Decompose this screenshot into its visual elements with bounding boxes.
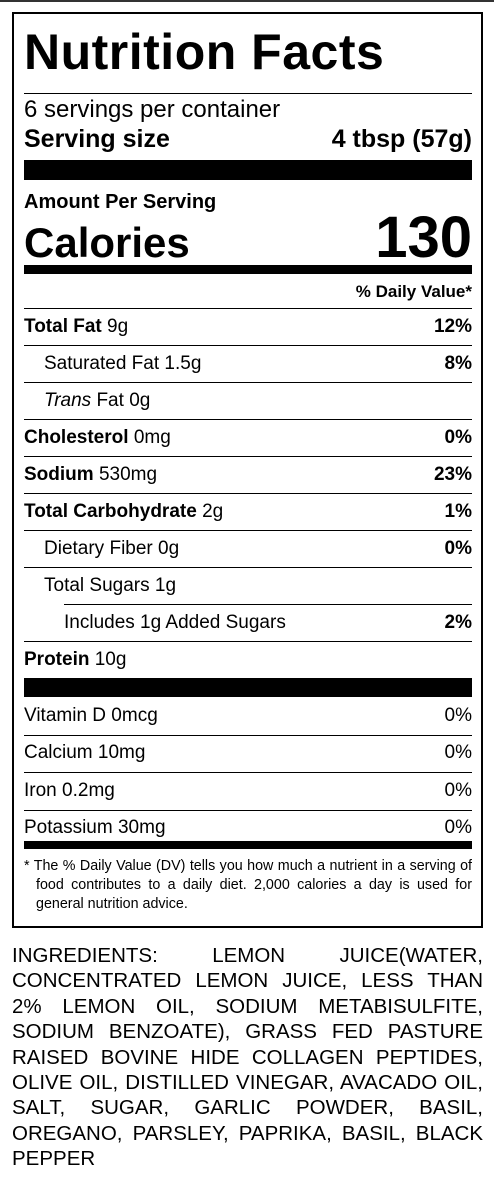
- nutrient-name: Sodium: [24, 463, 94, 485]
- nutrient: Saturated Fat 1.5g: [24, 353, 201, 375]
- vitamin-list: Vitamin D 0mcg 0% Calcium 10mg 0% Iron 0.2mg…: [24, 697, 472, 847]
- nutrient-row: Total Sugars 1g: [24, 567, 472, 604]
- rule: [24, 93, 472, 94]
- vitamin: Vitamin D 0mcg: [24, 705, 158, 727]
- daily-value: 2%: [444, 611, 472, 633]
- nutrient-amount: 0g: [129, 389, 151, 411]
- vitamin-row: Vitamin D 0mcg 0%: [24, 697, 472, 735]
- vitamin-row: Potassium 30mg 0%: [24, 809, 472, 848]
- nutrient-name: Saturated Fat: [44, 352, 160, 374]
- nutrient-amount: 2g: [202, 500, 224, 522]
- nutrient-amount: 9g: [107, 315, 129, 337]
- nutrient-row: Sodium 530mg 23%: [24, 456, 472, 493]
- nutrient: Total Fat 9g: [24, 316, 128, 338]
- servings: 6 servings per container: [24, 96, 281, 123]
- medium-rule: [24, 841, 472, 849]
- daily-value: 0%: [444, 779, 472, 801]
- top-rule: [0, 0, 494, 2]
- medium-rule: [24, 265, 472, 274]
- amount-per-serving: Amount Per Serving: [24, 191, 217, 213]
- daily-value: 0%: [444, 537, 472, 559]
- daily-value: 0%: [444, 426, 472, 448]
- vitamin-name: Potassium: [24, 817, 113, 839]
- vitamin-row: Calcium 10mg 0%: [24, 734, 472, 773]
- ingredients: INGREDIENTS: LEMON JUICE(WATER, CONCENTR…: [12, 944, 483, 1171]
- nutrient-name: Protein: [24, 648, 90, 670]
- calories-value: 130: [375, 205, 472, 270]
- vitamin-name: Calcium: [24, 742, 93, 764]
- daily-value: 0%: [444, 817, 472, 839]
- nutrient: Total Carbohydrate 2g: [24, 501, 223, 523]
- nutrient-row: Total Carbohydrate 2g 1%: [24, 493, 472, 530]
- daily-value: 0%: [444, 704, 472, 726]
- nutrient-row: Protein 10g: [24, 641, 472, 678]
- vitamin: Calcium 10mg: [24, 742, 145, 764]
- vitamin: Potassium 30mg: [24, 817, 166, 839]
- nutrient-name: Fat: [96, 389, 124, 411]
- nutrient-amount: 10g: [94, 648, 127, 670]
- serving-size-label: Serving size: [24, 125, 170, 153]
- nutrient-name-italic: Trans: [44, 389, 92, 411]
- vitamin-name: Vitamin D: [24, 704, 107, 726]
- nutrient-name: Cholesterol: [24, 426, 129, 448]
- thick-rule: [24, 160, 472, 180]
- nutrient-name: Includes 1g Added Sugars: [64, 611, 286, 633]
- nutrient-row: Dietary Fiber 0g 0%: [24, 530, 472, 567]
- nutrition-label: Nutrition Facts 6 servings per container…: [12, 12, 483, 928]
- nutrient-amount: 1g: [154, 574, 177, 596]
- nutrient: Total Sugars 1g: [24, 575, 176, 597]
- nutrient: Cholesterol 0mg: [24, 427, 171, 449]
- daily-value: 23%: [433, 463, 472, 485]
- calories-label: Calories: [24, 219, 190, 266]
- nutrient-row: Trans Fat 0g: [24, 382, 472, 419]
- daily-value: 0%: [444, 742, 472, 764]
- daily-value: 1%: [444, 500, 472, 522]
- nutrient-amount: 0g: [158, 537, 180, 559]
- nutrient-amount: 530mg: [98, 463, 158, 485]
- nutrient: Protein 10g: [24, 649, 126, 671]
- thick-rule: [24, 678, 472, 697]
- nutrient-row: Cholesterol 0mg 0%: [24, 419, 472, 456]
- nutrient-row: Total Fat 9g 12%: [24, 308, 472, 345]
- calories-row: Calories 130: [24, 204, 472, 271]
- dv-header: % Daily Value*: [355, 282, 472, 301]
- nutrient-name: Dietary Fiber: [44, 537, 153, 559]
- nutrient-row: Includes 1g Added Sugars 2%: [24, 604, 472, 641]
- vitamin-row: Iron 0.2mg 0%: [24, 772, 472, 810]
- nutrient-name: Total Sugars: [44, 574, 150, 596]
- vitamin-name: Iron: [24, 779, 57, 801]
- nutrient: Sodium 530mg: [24, 464, 157, 486]
- vitamin-amount: 0.2mg: [62, 779, 115, 801]
- nutrient-name: Total Carbohydrate: [24, 500, 197, 522]
- title: Nutrition Facts: [24, 24, 385, 80]
- nutrient-name: Total Fat: [24, 315, 102, 337]
- nutrient-row: Saturated Fat 1.5g 8%: [24, 345, 472, 382]
- daily-value: 12%: [433, 315, 472, 337]
- vitamin: Iron 0.2mg: [24, 780, 115, 802]
- nutrient: Includes 1g Added Sugars: [24, 612, 286, 634]
- nutrient-amount: 1.5g: [164, 352, 202, 374]
- nutrient-list: Total Fat 9g 12% Saturated Fat 1.5g 8% Trans…: [24, 308, 472, 678]
- vitamin-amount: 0mcg: [111, 704, 158, 726]
- vitamin-amount: 30mg: [117, 817, 166, 839]
- serving-size-value: 4 tbsp (57g): [331, 125, 472, 153]
- footnote: * The % Daily Value (DV) tells you how m…: [24, 858, 472, 912]
- serving-size-row: Serving size 4 tbsp (57g): [24, 124, 472, 154]
- nutrient: Trans Fat 0g: [24, 390, 150, 412]
- nutrient: Dietary Fiber 0g: [24, 538, 179, 560]
- nutrient-amount: 0mg: [133, 426, 171, 448]
- daily-value: 8%: [444, 352, 472, 374]
- vitamin-amount: 10mg: [97, 742, 146, 764]
